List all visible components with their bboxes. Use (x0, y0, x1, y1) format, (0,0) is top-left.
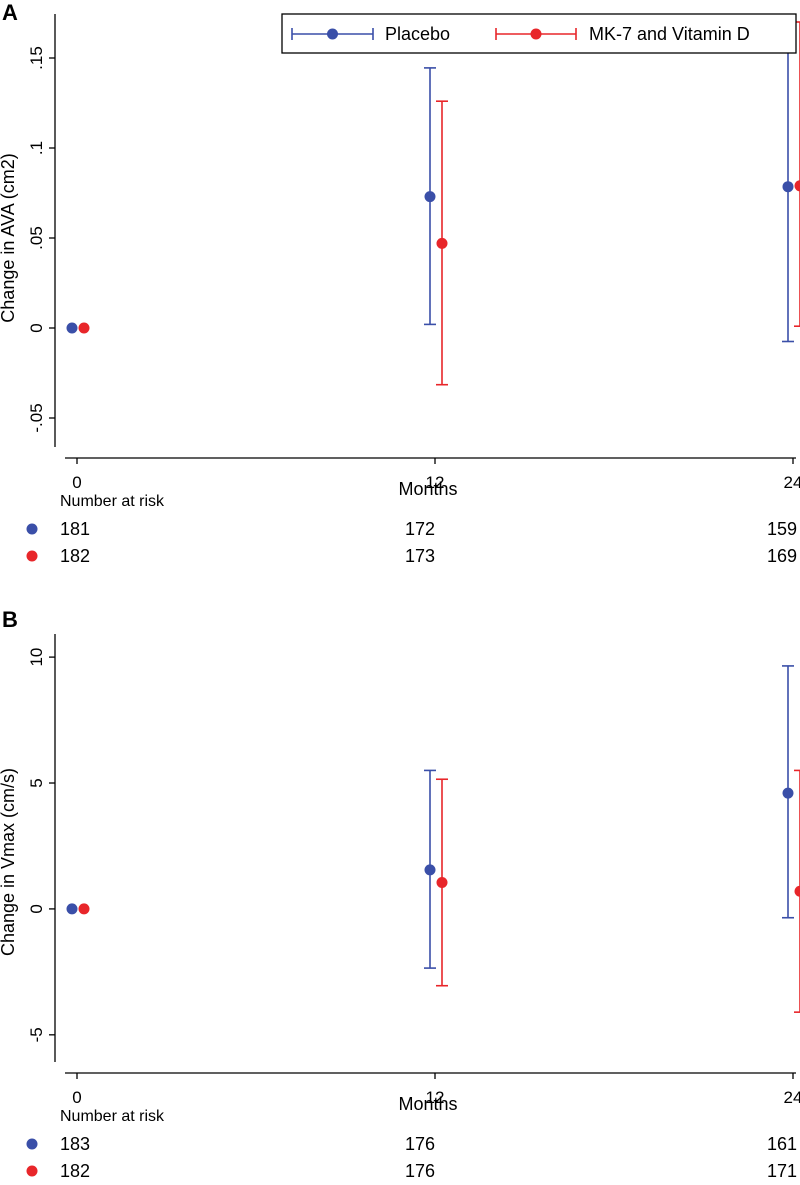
risk-table-title: Number at risk (60, 493, 165, 510)
risk-count: 161 (767, 1134, 797, 1154)
x-tick-label: 0 (72, 1088, 81, 1107)
x-axis-title: Months (398, 1094, 457, 1114)
data-point (424, 864, 436, 876)
y-tick-label: -.05 (27, 403, 46, 432)
data-point (78, 903, 90, 915)
y-tick-label: .1 (27, 141, 46, 155)
panel-a: A -.05 0 .05 .1 .15 Change in AVA (cm2) 0 12 24 Mo… (0, 0, 800, 566)
data-point (66, 322, 78, 334)
x-tick-label: 12 (426, 1088, 445, 1107)
data-point (66, 903, 78, 915)
data-point (78, 322, 90, 334)
panel-b: B -5 0 5 10 Change in Vmax (cm/s) 0 12 24 Months N… (0, 607, 800, 1181)
y-axis-title: Change in Vmax (cm/s) (0, 768, 18, 956)
y-tick-label: .05 (27, 226, 46, 250)
risk-count: 182 (60, 546, 90, 566)
x-tick-label: 12 (426, 473, 445, 492)
risk-count: 169 (767, 546, 797, 566)
y-tick-label: 0 (27, 904, 46, 913)
risk-row-marker (26, 1138, 38, 1150)
risk-count: 173 (405, 546, 435, 566)
risk-count: 176 (405, 1161, 435, 1181)
legend: Placebo MK-7 and Vitamin D (281, 13, 797, 54)
y-tick-label: 0 (27, 323, 46, 332)
x-tick-label: 0 (72, 473, 81, 492)
y-tick-label: -5 (27, 1027, 46, 1042)
risk-count: 172 (405, 519, 435, 539)
legend-marker (327, 28, 338, 40)
data-point (436, 876, 448, 888)
risk-row-marker (26, 523, 38, 535)
legend-marker (530, 28, 542, 40)
risk-count: 181 (60, 519, 90, 539)
legend-label: Placebo (385, 24, 450, 44)
panel-label: A (2, 0, 18, 25)
x-tick-label: 24 (784, 1088, 800, 1107)
x-tick-label: 24 (784, 473, 800, 492)
data-point (794, 180, 800, 192)
data-point (424, 191, 436, 203)
y-tick-label: .15 (27, 46, 46, 70)
x-axis-title: Months (398, 479, 457, 499)
panel-label: B (2, 607, 18, 632)
data-point (782, 181, 794, 193)
y-tick-label: 10 (27, 648, 46, 667)
risk-count: 176 (405, 1134, 435, 1154)
data-point (782, 787, 794, 799)
risk-count: 182 (60, 1161, 90, 1181)
risk-count: 183 (60, 1134, 90, 1154)
risk-table-title: Number at risk (60, 1108, 165, 1125)
risk-row-marker (26, 1165, 38, 1177)
y-tick-label: 5 (27, 778, 46, 787)
y-axis-title: Change in AVA (cm2) (0, 153, 18, 322)
data-point (436, 237, 448, 249)
legend-label: MK-7 and Vitamin D (589, 24, 750, 44)
risk-count: 171 (767, 1161, 797, 1181)
risk-row-marker (26, 550, 38, 562)
risk-count: 159 (767, 519, 797, 539)
data-point (794, 885, 800, 897)
